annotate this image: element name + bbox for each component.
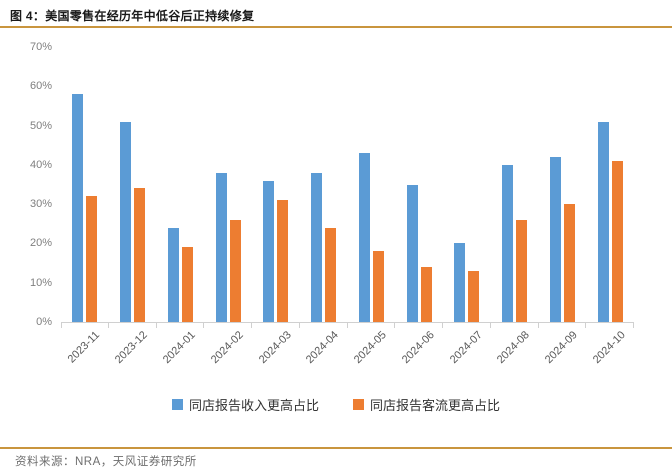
bar-group: 2024-05 <box>348 47 396 366</box>
bar <box>549 157 561 322</box>
axis-tick <box>585 323 587 328</box>
bar <box>277 200 289 322</box>
legend-item: 同店报告客流更高占比 <box>353 395 500 414</box>
y-tick-label: 70% <box>29 41 52 53</box>
legend: 同店报告收入更高占比 同店报告客流更高占比 <box>0 395 672 414</box>
axis-tick <box>155 323 157 328</box>
axis-tick <box>107 323 109 328</box>
x-tick-label: 2023-11 <box>65 329 103 366</box>
legend-swatch-icon <box>171 399 183 410</box>
legend-label: 同店报告客流更高占比 <box>370 398 501 413</box>
x-tick-label: 2024-08 <box>495 329 533 367</box>
bar-group: 2023-12 <box>109 47 157 366</box>
x-tick-label: 2024-10 <box>590 329 628 367</box>
bar-group: 2024-02 <box>204 47 252 366</box>
bar <box>181 247 193 322</box>
axis-tick <box>203 323 205 328</box>
bar <box>420 267 432 322</box>
legend-swatch-icon <box>353 399 364 410</box>
bar <box>134 188 146 322</box>
axis-tick <box>537 323 539 328</box>
bar-group: 2024-08 <box>491 47 539 366</box>
y-tick-label: 40% <box>29 158 52 171</box>
x-tick-label: 2024-09 <box>542 329 580 367</box>
x-tick-label: 2024-02 <box>208 329 246 367</box>
axis-tick <box>489 323 491 328</box>
axis-tick <box>61 323 62 328</box>
y-tick-label: 30% <box>29 198 52 211</box>
bar <box>372 251 384 322</box>
bar-group: 2024-07 <box>443 47 491 366</box>
bar <box>120 121 132 322</box>
bar <box>406 184 418 322</box>
plot-area: 2023-11 2023-12 2024-01 2024-02 2024-03 2024-… <box>61 47 634 366</box>
bar <box>563 204 575 322</box>
bar <box>311 172 323 322</box>
bar <box>597 121 609 322</box>
bar <box>516 219 528 322</box>
y-tick-label: 0% <box>36 316 52 328</box>
bar <box>167 227 179 322</box>
x-tick-label: 2024-06 <box>399 329 437 367</box>
bar-group: 2024-04 <box>300 47 348 366</box>
x-tick-label: 2023-12 <box>113 329 151 367</box>
axis-tick <box>346 323 348 328</box>
axis-tick <box>442 323 443 328</box>
bar-group: 2023-11 <box>61 47 109 365</box>
bar <box>325 227 337 322</box>
bar <box>72 94 84 322</box>
axis-tick <box>633 323 634 328</box>
axis-tick <box>251 323 252 328</box>
legend-label: 同店报告收入更高占比 <box>188 398 319 413</box>
legend-item: 同店报告收入更高占比 <box>171 395 319 414</box>
bar-group: 2024-03 <box>252 47 300 366</box>
y-axis: 0% 10% 20% 30% 40% 50% 60% 70% <box>0 41 52 328</box>
bar-group: 2024-10 <box>586 47 634 366</box>
bar <box>611 160 623 322</box>
bar <box>86 196 98 322</box>
bar <box>502 164 514 322</box>
title-divider <box>0 26 672 28</box>
x-tick-label: 2024-04 <box>304 329 342 367</box>
bar-group: 2024-01 <box>157 47 205 366</box>
x-tick-label: 2024-03 <box>256 329 294 367</box>
x-tick-label: 2024-07 <box>447 329 485 367</box>
page-title: 图 4：美国零售在经历年中低谷后正持续修复 <box>10 9 255 23</box>
axis-tick <box>394 323 396 328</box>
y-tick-label: 10% <box>29 276 52 289</box>
y-tick-label: 60% <box>29 80 52 93</box>
bar <box>358 153 370 322</box>
bar <box>468 270 480 322</box>
bar <box>229 219 241 322</box>
footer-divider <box>0 447 672 449</box>
bar <box>454 243 466 322</box>
bar-group: 2024-06 <box>395 47 443 366</box>
bar-group: 2024-09 <box>539 47 587 366</box>
x-tick-label: 2024-01 <box>160 329 198 367</box>
axis-tick <box>298 323 300 328</box>
bar <box>215 172 227 322</box>
y-tick-label: 50% <box>29 119 52 132</box>
source-note: 资料来源：NRA，天风证券研究所 <box>15 456 197 468</box>
y-tick-label: 20% <box>29 237 52 250</box>
bar <box>263 180 275 322</box>
x-tick-label: 2024-05 <box>351 329 389 367</box>
plot-groups: 2023-11 2023-12 2024-01 2024-02 2024-03 2024-… <box>61 47 634 366</box>
